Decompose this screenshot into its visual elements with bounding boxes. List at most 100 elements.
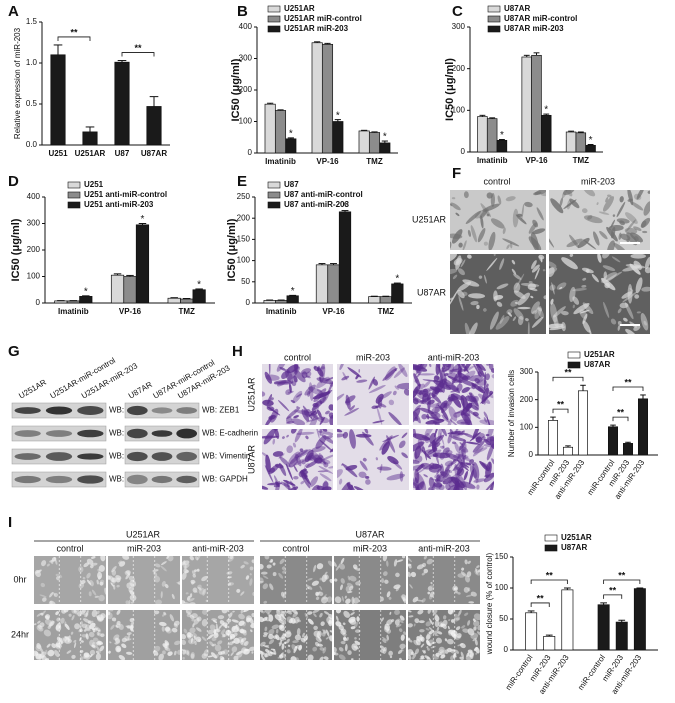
cell — [260, 641, 266, 647]
cell — [64, 621, 67, 627]
cell — [472, 429, 481, 440]
band — [45, 430, 73, 437]
cell — [419, 388, 435, 392]
cell — [450, 202, 461, 211]
bar — [110, 274, 125, 304]
cell — [290, 418, 306, 425]
cell — [431, 394, 436, 399]
cell — [386, 591, 391, 598]
x-tick-label: U87 — [115, 149, 130, 158]
cell — [293, 475, 299, 480]
cell — [478, 275, 483, 279]
cell — [438, 646, 445, 653]
cell — [324, 571, 328, 575]
cell — [265, 610, 272, 614]
legend-swatch — [267, 15, 281, 23]
cell — [457, 364, 469, 373]
cell — [214, 644, 222, 652]
cell — [347, 650, 352, 655]
cell — [417, 373, 435, 376]
cell — [434, 619, 440, 628]
cell — [279, 558, 285, 565]
bar — [327, 264, 340, 304]
cell — [479, 210, 488, 219]
cell — [164, 583, 169, 589]
cell — [276, 610, 281, 617]
bar — [50, 54, 66, 146]
cell — [371, 405, 378, 409]
cell — [447, 375, 463, 384]
y-tick-label: 300 — [520, 367, 534, 376]
cell — [444, 638, 448, 642]
cell — [116, 620, 121, 626]
band — [126, 405, 148, 416]
cell — [167, 651, 173, 656]
y-tick-label: 200 — [452, 64, 466, 73]
cell — [338, 647, 344, 652]
cell — [561, 310, 569, 316]
cell — [381, 578, 385, 584]
cell — [313, 625, 318, 631]
y-tick-label: 0 — [504, 645, 509, 654]
cell — [416, 636, 423, 642]
cell — [37, 624, 42, 630]
cell — [393, 559, 398, 567]
bracket-label: ** — [624, 377, 632, 387]
cell — [619, 302, 629, 309]
cell — [449, 610, 455, 615]
bracket-label: ** — [70, 27, 78, 37]
significance: * — [289, 129, 293, 140]
cell — [485, 434, 494, 442]
cell — [278, 572, 284, 579]
cell — [342, 622, 346, 626]
cell — [268, 628, 275, 636]
row-label: U251AR — [246, 377, 256, 412]
legend-label: U87 anti-miR-control — [284, 190, 363, 199]
cell — [323, 656, 329, 660]
cell — [162, 650, 166, 655]
cell — [125, 651, 133, 655]
bar — [123, 276, 137, 304]
cell — [415, 464, 432, 475]
cell — [34, 623, 37, 626]
significance: * — [84, 286, 88, 297]
cell — [422, 400, 428, 405]
cell — [365, 476, 370, 479]
cell — [634, 236, 639, 242]
cell — [346, 637, 349, 641]
y-tick-label: 100 — [495, 583, 509, 592]
cell — [249, 566, 254, 571]
cell — [81, 623, 88, 629]
cell — [482, 203, 500, 212]
cell — [277, 656, 281, 659]
cell — [328, 617, 332, 625]
bar — [54, 300, 68, 304]
cell — [449, 429, 454, 435]
cell — [432, 452, 451, 459]
cell — [484, 274, 487, 284]
bar — [622, 443, 633, 456]
cell — [307, 390, 311, 397]
cell — [338, 654, 346, 660]
cell — [249, 573, 252, 576]
cell — [96, 610, 100, 615]
column-header: control — [282, 543, 309, 553]
band — [45, 475, 73, 484]
cell — [529, 287, 538, 292]
cell — [236, 588, 241, 593]
bar — [315, 264, 329, 304]
cell — [436, 465, 443, 475]
cell — [597, 254, 602, 263]
cell — [515, 214, 527, 225]
cell — [108, 612, 113, 620]
cell — [207, 655, 214, 658]
cell — [323, 597, 329, 600]
cell — [430, 392, 442, 404]
cell — [436, 474, 441, 482]
cell — [325, 636, 330, 640]
cell — [335, 610, 342, 614]
cell — [185, 592, 189, 595]
legend-swatch — [544, 534, 558, 542]
cell — [279, 366, 287, 371]
image-texture — [262, 364, 333, 425]
